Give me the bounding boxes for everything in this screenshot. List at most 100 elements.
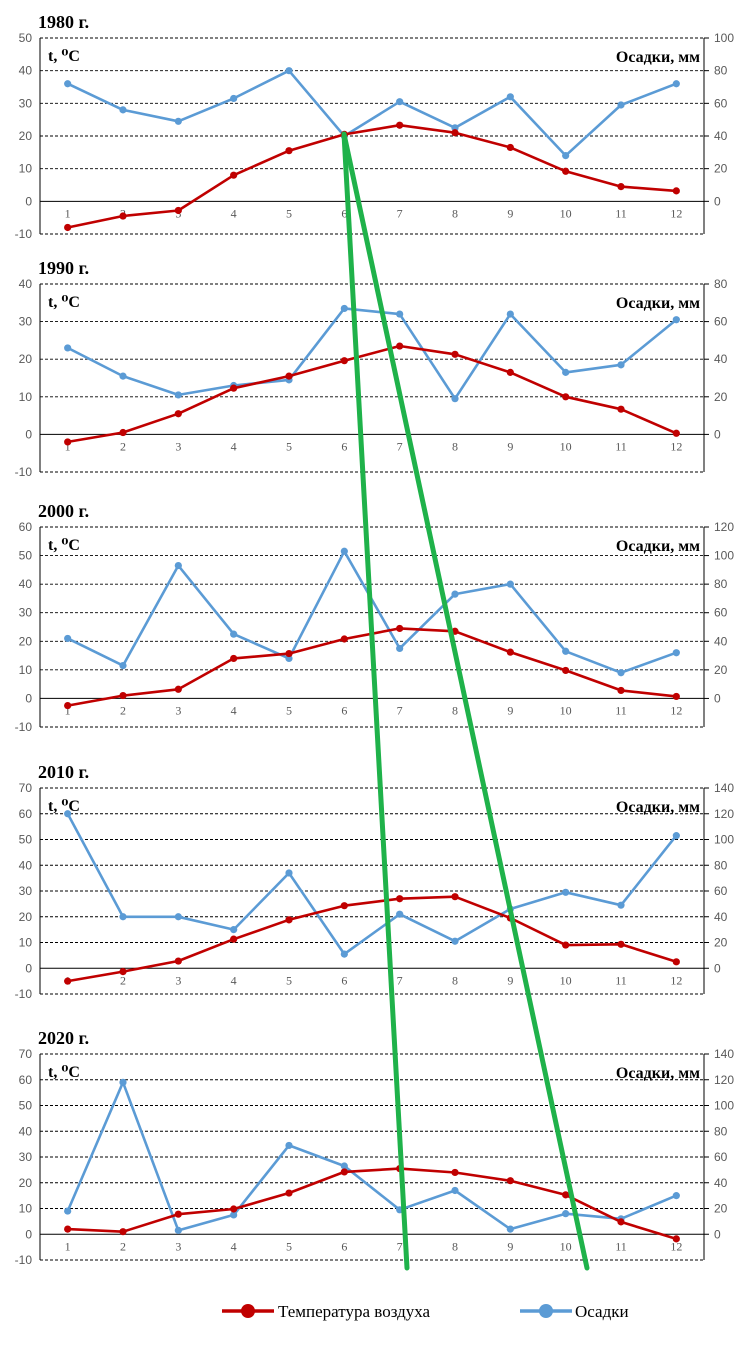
x-tick-label: 1 xyxy=(65,703,71,717)
x-tick-label: 2 xyxy=(120,703,126,717)
x-tick-label: 5 xyxy=(286,703,292,717)
x-tick-label: 9 xyxy=(507,439,513,453)
y-tick-label: 0 xyxy=(25,961,32,975)
chart-panel-0: -100102030405002040608010012345678910111… xyxy=(15,12,735,241)
y2-axis-label: Осадки, мм xyxy=(616,538,700,555)
y2-tick-label: 40 xyxy=(714,910,728,924)
precipitation-point xyxy=(340,1162,348,1170)
x-tick-label: 11 xyxy=(615,1239,627,1253)
y-axis-label: t, ⁰C xyxy=(48,537,80,554)
precipitation-point xyxy=(230,926,238,934)
y-axis-label: t, ⁰C xyxy=(48,1064,80,1081)
y2-tick-label: 60 xyxy=(714,884,728,898)
y2-tick-label: 20 xyxy=(714,390,728,404)
precipitation-point xyxy=(451,395,459,403)
y-axis-label: t, ⁰C xyxy=(48,294,80,311)
precipitation-point xyxy=(340,304,348,313)
y-axis-label: t, ⁰C xyxy=(48,798,80,815)
y2-axis-label: Осадки, мм xyxy=(616,49,700,66)
precipitation-point xyxy=(340,950,348,958)
y2-tick-label: 80 xyxy=(714,858,728,872)
temperature-point xyxy=(672,187,680,195)
x-tick-label: 9 xyxy=(507,206,513,220)
y-tick-label: 0 xyxy=(25,427,32,441)
temperature-point xyxy=(174,1210,182,1218)
legend-precipitation-label: Осадки xyxy=(575,1302,629,1321)
x-tick-label: 1 xyxy=(65,1239,71,1253)
precipitation-point xyxy=(119,661,127,670)
temperature-point xyxy=(451,350,459,358)
temperature-point xyxy=(174,206,182,215)
y2-tick-label: 80 xyxy=(714,577,728,591)
precipitation-point xyxy=(617,361,625,369)
y2-tick-label: 60 xyxy=(714,1150,728,1164)
precipitation-point xyxy=(396,98,404,106)
precipitation-line xyxy=(66,813,678,956)
y-tick-label: 30 xyxy=(19,884,33,898)
y2-tick-label: 120 xyxy=(714,520,734,534)
temperature-point xyxy=(230,1205,238,1213)
y2-axis-label: Осадки, мм xyxy=(616,799,700,816)
legend-temperature-marker xyxy=(241,1304,255,1318)
y2-tick-label: 140 xyxy=(714,1047,734,1061)
x-tick-label: 3 xyxy=(175,703,181,717)
precipitation-point xyxy=(285,1141,293,1150)
x-tick-label: 3 xyxy=(175,973,181,987)
y-tick-label: 30 xyxy=(19,1150,33,1164)
x-tick-label: 9 xyxy=(507,1239,513,1253)
y2-tick-label: 0 xyxy=(714,427,721,441)
precipitation-point xyxy=(617,669,625,677)
temperature-point xyxy=(562,1191,570,1199)
temperature-point xyxy=(285,649,293,658)
precipitation-point xyxy=(562,368,570,376)
temperature-point xyxy=(119,967,127,976)
y-tick-label: 50 xyxy=(19,31,33,45)
precipitation-point xyxy=(285,67,293,75)
precipitation-point xyxy=(562,647,570,655)
y2-tick-label: 20 xyxy=(714,162,728,176)
precipitation-point xyxy=(617,101,625,109)
x-tick-label: 10 xyxy=(560,973,572,987)
overlay-line-right xyxy=(341,131,590,1271)
x-tick-label: 4 xyxy=(231,973,237,987)
x-tick-label: 9 xyxy=(507,703,513,717)
y-tick-label: 40 xyxy=(19,1124,33,1138)
temperature-point xyxy=(451,893,459,901)
y-tick-label: 50 xyxy=(19,833,33,847)
y-tick-label: -10 xyxy=(15,465,33,479)
chart-title: 1980 г. xyxy=(38,12,89,32)
y2-tick-label: 60 xyxy=(714,96,728,110)
temperature-point xyxy=(174,410,182,418)
temperature-point xyxy=(396,624,404,633)
temperature-point xyxy=(285,147,293,155)
x-tick-label: 3 xyxy=(175,1239,181,1253)
y2-tick-label: 140 xyxy=(714,781,734,795)
temperature-point xyxy=(396,895,404,903)
temperature-line xyxy=(67,123,677,229)
temperature-point xyxy=(617,1218,625,1226)
y-tick-label: 10 xyxy=(19,936,33,950)
temperature-point xyxy=(672,1235,680,1243)
green-overlay-lines xyxy=(341,131,590,1271)
y-tick-label: -10 xyxy=(15,1253,33,1267)
y2-tick-label: 20 xyxy=(714,936,728,950)
precipitation-point xyxy=(174,117,182,125)
x-tick-label: 5 xyxy=(286,973,292,987)
y-tick-label: -10 xyxy=(15,987,33,1001)
y-tick-label: 60 xyxy=(19,807,33,821)
precipitation-point xyxy=(64,634,72,643)
temperature-point xyxy=(617,405,625,413)
precipitation-point xyxy=(230,630,238,638)
temperature-point xyxy=(285,372,293,380)
x-tick-label: 9 xyxy=(507,973,513,987)
x-tick-label: 6 xyxy=(341,703,347,717)
precipitation-point xyxy=(119,1078,127,1086)
y2-tick-label: 80 xyxy=(714,1124,728,1138)
y-tick-label: 10 xyxy=(19,663,33,677)
x-tick-label: 1 xyxy=(65,206,71,220)
y-tick-label: 60 xyxy=(19,1073,33,1087)
x-tick-label: 2 xyxy=(120,973,126,987)
x-tick-label: 8 xyxy=(452,1239,458,1253)
precipitation-point xyxy=(285,869,293,877)
y2-tick-label: 100 xyxy=(714,833,734,847)
